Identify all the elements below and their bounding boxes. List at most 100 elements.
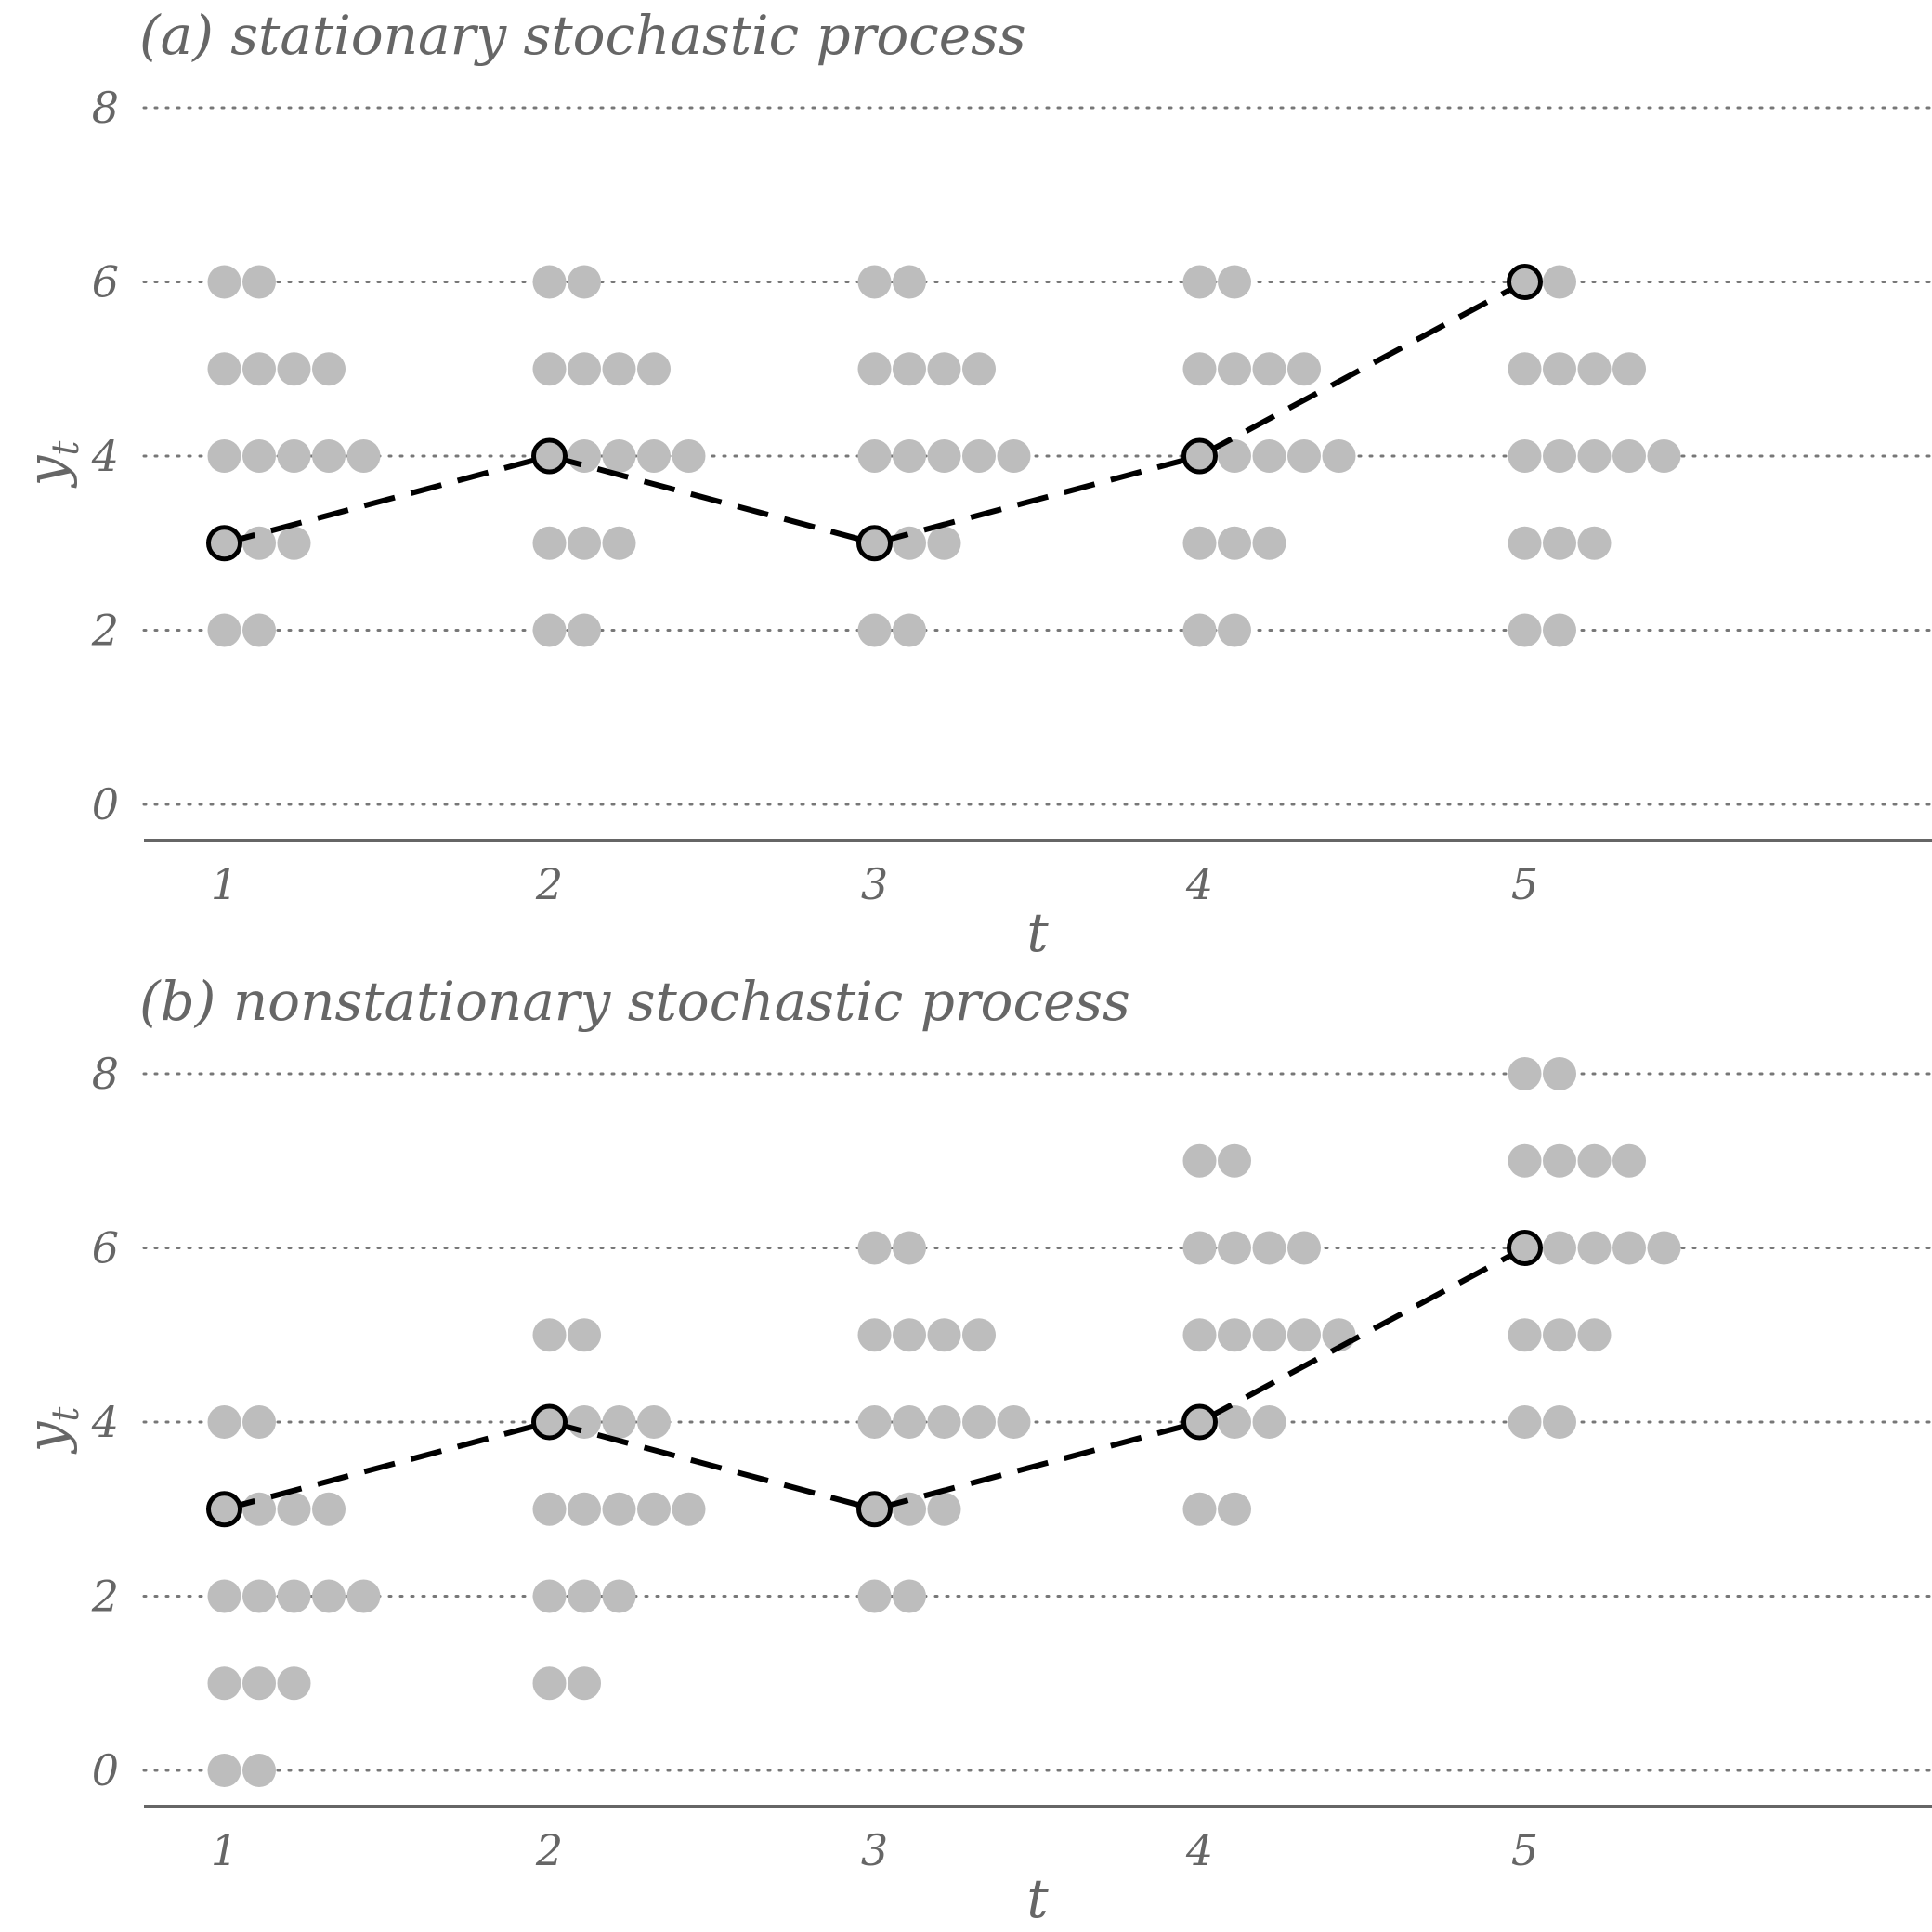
distribution-dot <box>532 1666 567 1701</box>
distribution-dot <box>1182 1231 1217 1265</box>
distribution-dot <box>602 1492 636 1526</box>
realization-point <box>206 1491 242 1528</box>
distribution-dot <box>312 1492 346 1526</box>
distribution-dot <box>312 439 346 473</box>
x-tick-label: 4 <box>1185 859 1213 909</box>
distribution-dot <box>532 1318 567 1352</box>
distribution-dot <box>997 439 1031 473</box>
distribution-dot <box>568 1579 601 1613</box>
distribution-dot <box>602 439 636 473</box>
distribution-dot <box>1543 613 1576 647</box>
distribution-dot <box>568 265 601 299</box>
y-axis-title: yt <box>15 440 87 490</box>
y-axis-title-subscript: t <box>45 440 87 456</box>
realization-path-line <box>223 1245 1526 1512</box>
distribution-dot <box>857 1231 892 1265</box>
distribution-dot <box>637 1405 671 1439</box>
x-axis-title: t <box>1026 901 1049 964</box>
distribution-dot <box>1218 439 1251 473</box>
y-tick-label: 6 <box>92 1223 119 1273</box>
distribution-dot <box>1508 1318 1542 1352</box>
x-tick-label: 1 <box>211 859 238 909</box>
distribution-dot <box>532 1579 567 1613</box>
x-tick-label: 3 <box>861 859 888 909</box>
distribution-dot <box>1508 439 1542 473</box>
distribution-dot <box>532 613 567 647</box>
distribution-dot <box>1543 1143 1576 1178</box>
y-axis-title-base: y <box>15 454 78 489</box>
distribution-dot <box>962 352 996 386</box>
distribution-dot <box>1508 1057 1542 1090</box>
distribution-dot <box>893 1492 926 1526</box>
distribution-dot <box>1182 265 1217 299</box>
distribution-dot <box>927 1405 961 1439</box>
distribution-dot <box>1218 1231 1251 1265</box>
distribution-dot <box>312 1579 346 1613</box>
distribution-dot <box>637 439 671 473</box>
x-tick-label: 4 <box>1185 1825 1213 1875</box>
distribution-dot <box>1543 352 1576 386</box>
distribution-dot <box>568 439 601 473</box>
distribution-dot <box>242 613 276 647</box>
distribution-dot <box>1252 1318 1286 1352</box>
distribution-dot <box>1218 1318 1251 1352</box>
distribution-dot <box>1647 1231 1681 1265</box>
realization-point <box>531 437 568 475</box>
y-tick-label: 0 <box>92 1745 119 1795</box>
distribution-dot <box>602 526 636 560</box>
distribution-dot <box>1577 1231 1612 1265</box>
distribution-dot <box>962 1405 996 1439</box>
distribution-dot <box>1508 613 1542 647</box>
distribution-dot <box>346 439 381 473</box>
distribution-dot <box>568 613 601 647</box>
distribution-dot <box>568 1492 601 1526</box>
distribution-dot <box>242 1405 276 1439</box>
y-tick-label: 2 <box>91 606 119 656</box>
x-tick-label: 1 <box>211 1825 238 1875</box>
distribution-dot <box>962 439 996 473</box>
distribution-dot <box>672 439 706 473</box>
distribution-dot <box>857 1579 892 1613</box>
distribution-dot <box>1182 613 1217 647</box>
distribution-dot <box>1252 439 1286 473</box>
distribution-dot <box>1543 526 1576 560</box>
distribution-dot <box>1287 1318 1321 1352</box>
realization-point <box>1181 1403 1218 1441</box>
distribution-dot <box>893 613 926 647</box>
distribution-dot <box>568 1405 601 1439</box>
distribution-dot <box>893 526 926 560</box>
distribution-dot <box>1577 526 1612 560</box>
distribution-dot <box>893 1579 926 1613</box>
distribution-dot <box>242 1579 276 1613</box>
distribution-dot <box>568 1318 601 1352</box>
distribution-dot <box>857 613 892 647</box>
distribution-dot <box>1287 352 1321 386</box>
distribution-dot <box>1182 352 1217 386</box>
realization-point <box>1181 437 1218 475</box>
distribution-dot <box>927 526 961 560</box>
distribution-dot <box>857 1318 892 1352</box>
distribution-dot <box>857 352 892 386</box>
realization-point <box>206 525 242 562</box>
distribution-dot <box>277 352 311 386</box>
distribution-dot <box>1287 439 1321 473</box>
distribution-dot <box>1612 439 1646 473</box>
distribution-dot <box>1508 1405 1542 1439</box>
distribution-dot <box>1543 439 1576 473</box>
distribution-dot <box>1252 1231 1286 1265</box>
distribution-dot <box>1508 352 1542 386</box>
distribution-dot <box>927 352 961 386</box>
y-tick-label: 2 <box>91 1572 119 1622</box>
distribution-dot <box>568 352 601 386</box>
distribution-dot <box>242 265 276 299</box>
distribution-dot <box>532 1492 567 1526</box>
x-tick-label: 3 <box>861 1825 888 1875</box>
x-tick-label: 2 <box>535 859 563 909</box>
realization-point <box>531 1403 568 1441</box>
distribution-dot <box>893 1405 926 1439</box>
distribution-dot <box>277 1666 311 1701</box>
distribution-dot <box>1508 1143 1542 1178</box>
distribution-dot <box>277 439 311 473</box>
distribution-dot <box>927 439 961 473</box>
x-tick-label: 2 <box>535 1825 563 1875</box>
